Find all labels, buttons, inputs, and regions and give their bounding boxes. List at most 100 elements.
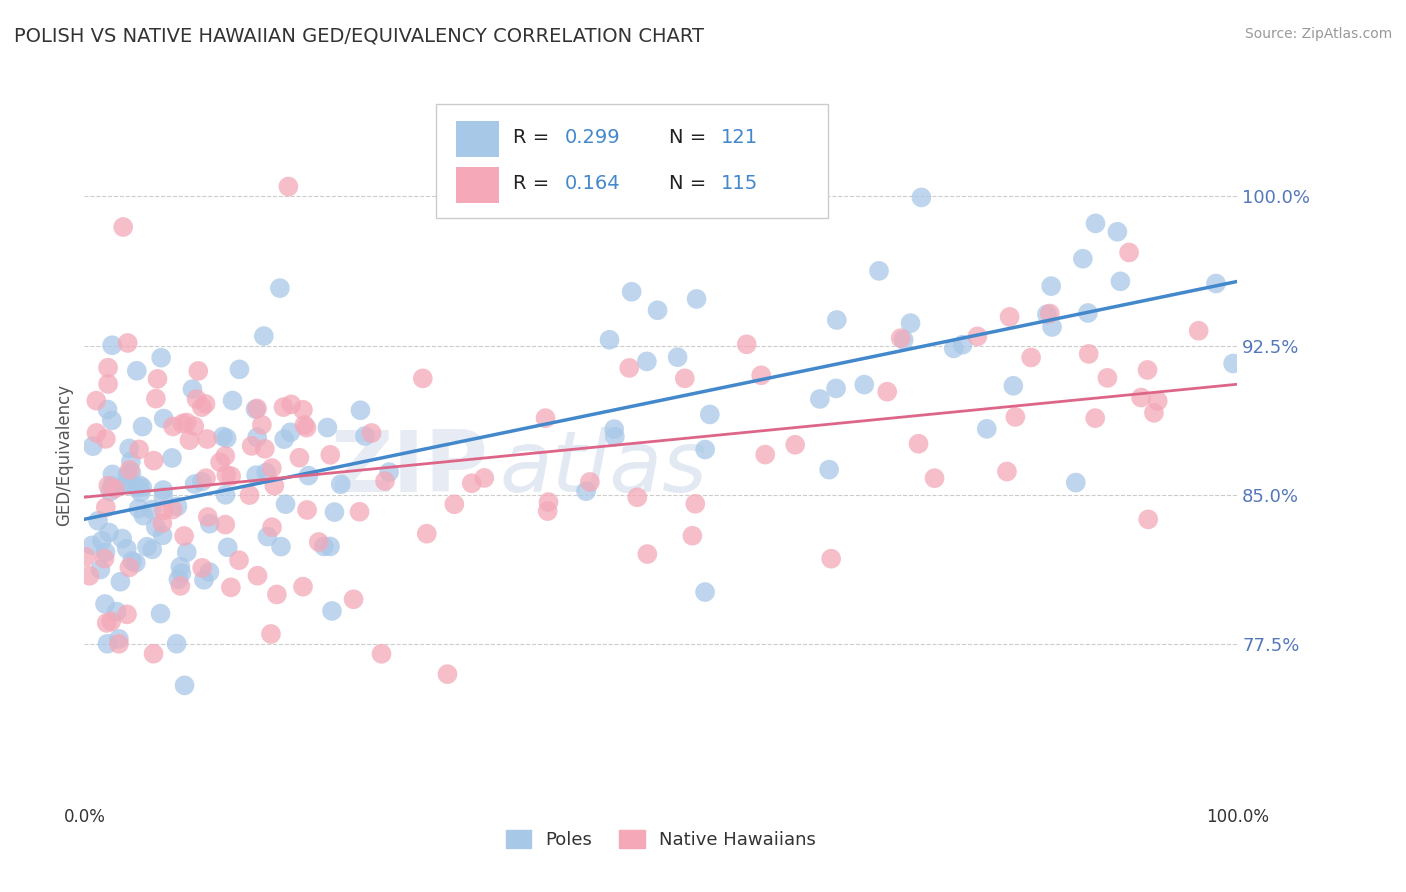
- Point: [195, 471, 218, 485]
- Point: [603, 422, 626, 436]
- Point: [1071, 252, 1094, 266]
- Point: [1036, 307, 1059, 321]
- Point: [319, 540, 342, 554]
- Bar: [456, 167, 499, 203]
- Point: [321, 604, 343, 618]
- Point: [995, 465, 1018, 479]
- Point: [89, 562, 111, 576]
- Point: [942, 342, 965, 356]
- Point: [749, 368, 772, 383]
- Point: [215, 467, 238, 482]
- Point: [1107, 225, 1129, 239]
- Point: [94, 545, 117, 559]
- Point: [118, 463, 141, 477]
- Point: [693, 585, 716, 599]
- Point: [97, 478, 120, 492]
- Point: [120, 454, 142, 468]
- Text: atlas: atlas: [499, 427, 707, 510]
- Text: 0.164: 0.164: [565, 174, 621, 193]
- Point: [636, 354, 658, 368]
- Point: [118, 442, 141, 456]
- Point: [80, 538, 103, 552]
- Point: [256, 530, 278, 544]
- Text: 115: 115: [721, 174, 758, 193]
- Point: [101, 413, 124, 427]
- Point: [145, 392, 167, 406]
- Point: [292, 580, 315, 594]
- Point: [198, 565, 221, 579]
- Point: [575, 484, 598, 499]
- Point: [169, 579, 191, 593]
- Point: [176, 545, 198, 559]
- Point: [162, 502, 184, 516]
- Point: [966, 329, 988, 343]
- Point: [1188, 324, 1211, 338]
- Point: [952, 337, 974, 351]
- Point: [195, 432, 218, 446]
- Point: [820, 551, 842, 566]
- Point: [695, 442, 717, 457]
- Point: [101, 467, 124, 482]
- Point: [198, 516, 221, 531]
- Point: [228, 362, 250, 376]
- Bar: [456, 121, 499, 157]
- Point: [260, 627, 283, 641]
- Point: [117, 336, 139, 351]
- Point: [152, 528, 174, 542]
- Point: [112, 219, 135, 234]
- Point: [150, 351, 173, 365]
- Point: [291, 402, 314, 417]
- Point: [924, 471, 946, 485]
- Point: [245, 468, 267, 483]
- Point: [217, 541, 239, 555]
- Point: [179, 433, 201, 447]
- Point: [162, 419, 184, 434]
- Point: [101, 479, 124, 493]
- Point: [240, 439, 263, 453]
- Point: [412, 371, 434, 385]
- Text: R =: R =: [513, 174, 555, 193]
- Point: [228, 553, 250, 567]
- Point: [825, 313, 848, 327]
- Point: [142, 453, 165, 467]
- Point: [436, 667, 458, 681]
- Point: [681, 529, 703, 543]
- Point: [534, 411, 557, 425]
- Point: [1039, 307, 1062, 321]
- Point: [274, 497, 297, 511]
- Text: 121: 121: [721, 128, 758, 147]
- Point: [626, 490, 648, 504]
- Point: [115, 607, 138, 622]
- Point: [146, 372, 169, 386]
- Point: [173, 529, 195, 543]
- Point: [128, 478, 150, 492]
- Point: [785, 438, 807, 452]
- Point: [238, 488, 260, 502]
- Point: [342, 592, 364, 607]
- Point: [193, 573, 215, 587]
- Point: [1004, 409, 1026, 424]
- Point: [699, 408, 721, 422]
- Point: [907, 436, 929, 450]
- Point: [312, 540, 335, 554]
- Point: [1109, 274, 1132, 288]
- Point: [280, 425, 302, 440]
- Point: [96, 637, 118, 651]
- Point: [94, 500, 117, 515]
- Point: [360, 425, 382, 440]
- Point: [295, 503, 318, 517]
- Point: [97, 360, 120, 375]
- Point: [191, 561, 214, 575]
- Point: [105, 605, 128, 619]
- Point: [297, 468, 319, 483]
- Point: [853, 377, 876, 392]
- Point: [152, 483, 174, 497]
- Point: [152, 490, 174, 504]
- Point: [647, 303, 669, 318]
- Point: [253, 329, 276, 343]
- Point: [1136, 363, 1159, 377]
- Point: [183, 419, 205, 434]
- Point: [354, 429, 377, 443]
- Point: [152, 411, 174, 425]
- Point: [97, 376, 120, 391]
